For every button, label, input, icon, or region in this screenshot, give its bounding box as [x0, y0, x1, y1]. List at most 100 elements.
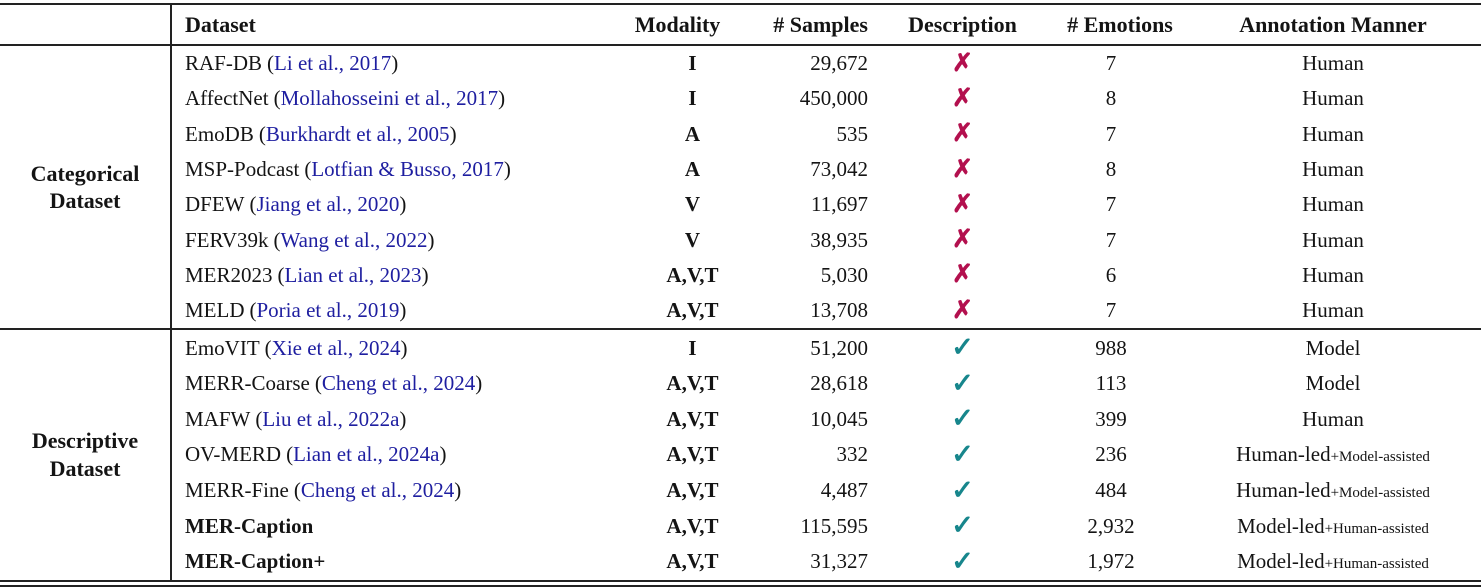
samples-cell: 332 [836, 442, 869, 467]
bottom-rule-outer [0, 579, 1481, 582]
table-row: EmoDB (Burkhardt et al., 2005) A 535 ✗ 7 Human [0, 117, 1481, 152]
modality-cell: A,V,T [666, 513, 719, 538]
modality-cell: A,V,T [666, 371, 719, 396]
samples-cell: 10,045 [810, 406, 868, 431]
emotions-cell: 7 [1105, 298, 1117, 323]
emotions-cell: 6 [1105, 262, 1117, 287]
dataset-name: DFEW [185, 192, 245, 217]
dataset-cell: OV-MERD (Lian et al., 2024a) [170, 442, 610, 467]
citation-close-paren: ) [399, 406, 407, 431]
column-header-samples: # Samples [773, 11, 868, 37]
dataset-cell: MELD (Poria et al., 2019) [170, 298, 610, 323]
annotation-main: Model [1305, 335, 1361, 360]
emotions-cell: 7 [1105, 227, 1117, 252]
table-row: MERR-Fine (Cheng et al., 2024) A,V,T 4,487 ✓… [0, 473, 1481, 509]
annotation-main: Human [1302, 298, 1364, 323]
cross-icon: ✗ [952, 155, 973, 183]
annotation-cell: Human [1185, 300, 1481, 321]
dataset-cell: MAFW (Liu et al., 2022a) [170, 407, 610, 432]
annotation-cell: Human [1185, 264, 1481, 286]
annotation-cell: Model [1185, 373, 1481, 394]
citation-link[interactable]: Mollahosseini et al., 2017 [280, 86, 499, 111]
dataset-name: MSP-Podcast [185, 157, 300, 182]
samples-cell: 31,327 [810, 549, 868, 574]
header-rule [0, 44, 1481, 46]
citation-link[interactable]: Lotfian & Busso, 2017 [311, 157, 504, 182]
citation-link[interactable]: Lian et al., 2023 [284, 262, 422, 287]
dataset-comparison-table: Dataset Modality # Samples Description #… [0, 3, 1481, 587]
modality-cell: A,V,T [666, 406, 719, 431]
citation-link[interactable]: Burkhardt et al., 2005 [265, 121, 450, 146]
table-row: RAF-DB (Li et al., 2017) I 29,672 ✗ 7 Human [0, 46, 1481, 81]
annotation-main: Human [1302, 121, 1364, 146]
annotation-cell: Human [1185, 229, 1481, 251]
samples-cell: 115,595 [800, 513, 868, 538]
description-cell: ✓ [870, 512, 1055, 540]
dataset-cell: MERR-Coarse (Cheng et al., 2024) [170, 371, 610, 396]
citation-link[interactable]: Li et al., 2017 [274, 51, 392, 76]
dataset-cell: MER-Caption+ [170, 549, 610, 574]
samples-cell: 535 [836, 121, 869, 146]
annotation-main: Human [1302, 157, 1364, 182]
citation-link[interactable]: Jiang et al., 2020 [256, 192, 400, 217]
citation-close-paren: ) [399, 298, 407, 323]
annotation-main: Model-led [1237, 549, 1325, 574]
dataset-name: EmoVIT [185, 335, 260, 360]
emotions-cell: 484 [1095, 478, 1127, 503]
annotation-suffix: +Model-assisted [1330, 485, 1430, 502]
check-icon: ✓ [951, 474, 974, 505]
check-icon: ✓ [951, 545, 974, 576]
table-row: OV-MERD (Lian et al., 2024a) A,V,T 332 ✓ 236 H… [0, 437, 1481, 473]
citation-close-paren: ) [421, 262, 429, 287]
citation-link[interactable]: Wang et al., 2022 [280, 227, 428, 252]
citation-link[interactable]: Lian et al., 2024a [293, 442, 440, 467]
citation-link[interactable]: Poria et al., 2019 [256, 298, 400, 323]
description-cell: ✓ [870, 405, 1055, 433]
table-row: MELD (Poria et al., 2019) A,V,T 13,708 ✗ 7 Hum… [0, 293, 1481, 328]
annotation-cell: Human [1185, 194, 1481, 215]
emotions-cell: 113 [1095, 371, 1127, 396]
samples-cell: 13,708 [810, 298, 868, 323]
citation-link[interactable]: Cheng et al., 2024 [300, 478, 455, 503]
dataset-name: OV-MERD [185, 442, 282, 467]
modality-cell: A,V,T [666, 442, 719, 467]
annotation-main: Human [1302, 406, 1364, 431]
dataset-name: MERR-Coarse [185, 371, 310, 396]
annotation-cell: Human [1185, 88, 1481, 109]
annotation-cell: Human-led+Model-assisted [1185, 444, 1481, 465]
citation-close-paren: ) [449, 121, 457, 146]
cross-icon: ✗ [952, 261, 973, 289]
check-icon: ✓ [951, 438, 974, 469]
column-header-modality: Modality [634, 11, 721, 37]
cross-icon: ✗ [952, 190, 973, 218]
citation-close-paren: ) [475, 371, 483, 396]
annotation-cell: Model [1185, 335, 1481, 360]
check-icon: ✓ [951, 367, 974, 398]
dataset-name: AffectNet [185, 86, 269, 111]
dataset-name: MER-Caption+ [185, 549, 326, 574]
annotation-main: Human [1302, 51, 1364, 76]
cross-icon: ✗ [952, 84, 973, 112]
column-header-emotions: # Emotions [1067, 11, 1173, 37]
group-separator-rule [0, 328, 1481, 331]
check-icon: ✓ [951, 403, 974, 434]
dataset-cell: EmoVIT (Xie et al., 2024) [170, 336, 610, 361]
citation-link[interactable]: Cheng et al., 2024 [321, 371, 476, 396]
citation-link[interactable]: Liu et al., 2022a [262, 406, 400, 431]
dataset-cell: MERR-Fine (Cheng et al., 2024) [170, 478, 610, 503]
annotation-main: Model [1305, 371, 1361, 396]
table-row: MER2023 (Lian et al., 2023) A,V,T 5,030 ✗ 6 Hu… [0, 258, 1481, 293]
bottom-rule-inner [0, 584, 1481, 587]
modality-cell: I [688, 86, 697, 111]
modality-cell: V [684, 227, 701, 252]
dataset-cell: MER2023 (Lian et al., 2023) [170, 263, 610, 288]
description-cell: ✗ [870, 121, 1055, 147]
citation-link[interactable]: Xie et al., 2024 [271, 335, 401, 360]
modality-cell: A [684, 121, 701, 146]
annotation-main: Human-led [1236, 478, 1331, 503]
table-row: EmoVIT (Xie et al., 2024) I 51,200 ✓ 988 Model [0, 330, 1481, 366]
table-row: AffectNet (Mollahosseini et al., 2017) I 45… [0, 81, 1481, 116]
dataset-name: RAF-DB [185, 51, 263, 76]
dataset-name: FERV39k [185, 227, 269, 252]
samples-cell: 28,618 [810, 371, 868, 396]
